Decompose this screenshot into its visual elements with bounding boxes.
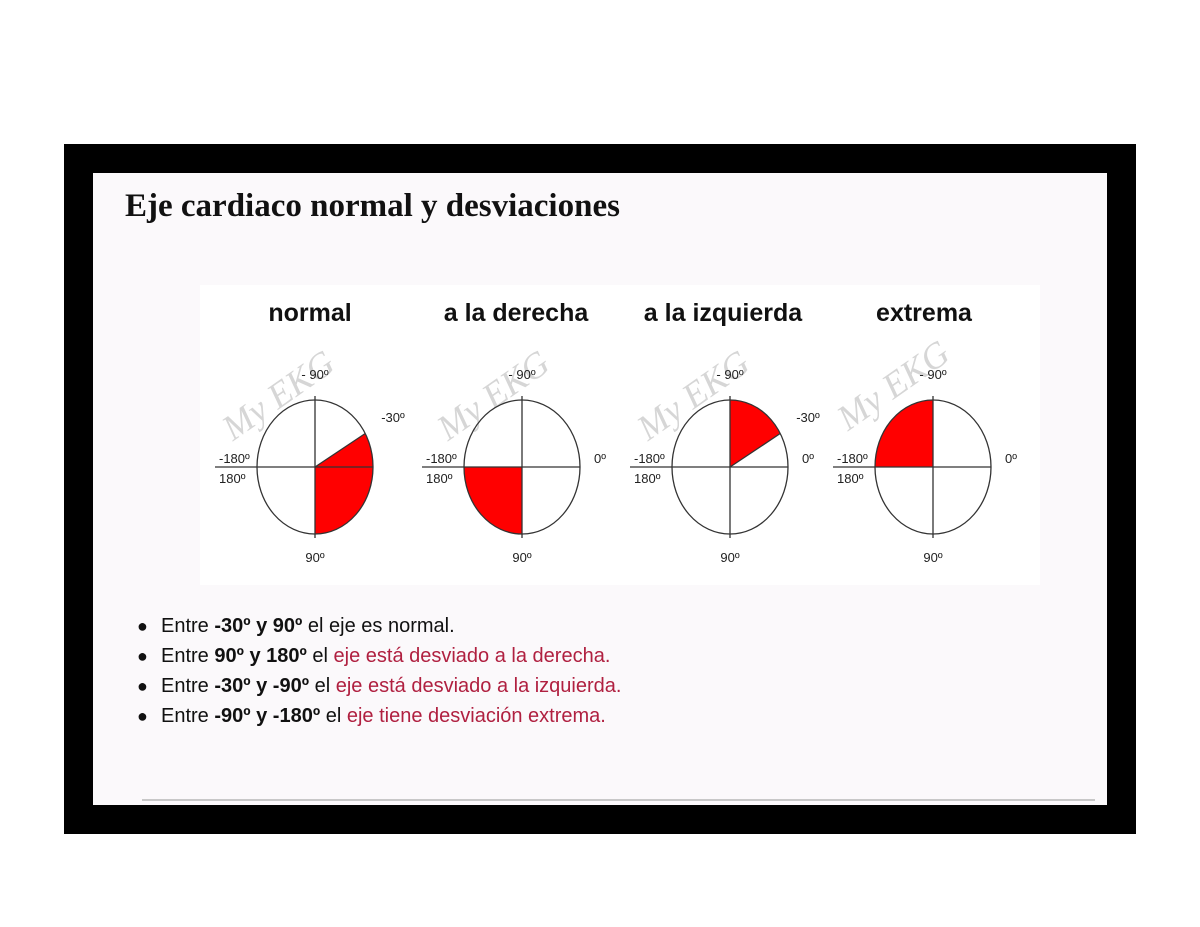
label-left-top: -180º [219, 451, 250, 466]
panel-title: extrema [876, 299, 973, 327]
label-bottom: 90º [512, 550, 531, 565]
label-left-top: -180º [837, 451, 868, 466]
watermark: My EKG [429, 342, 557, 448]
axis-sector-3 [875, 400, 933, 467]
bullet: ● [137, 676, 148, 696]
panel-title: a la izquierda [644, 299, 803, 327]
label-left-bottom: 180º [426, 471, 453, 486]
label-top: - 90º [301, 367, 328, 382]
rule-mid: el [309, 675, 336, 697]
rule-range: -90º y -180º [214, 705, 321, 727]
rule-pre: Entre [161, 705, 215, 727]
label-bottom: 90º [720, 550, 739, 565]
rule-item: ● Entre 90º y 180º el eje está desviado a… [137, 641, 621, 671]
label-top: - 90º [919, 367, 946, 382]
rule-highlight: eje tiene desviación extrema. [346, 705, 606, 727]
rules-list: ● Entre -30º y 90º el eje es normal. ● Ent… [137, 611, 621, 731]
label-left-bottom: 180º [837, 471, 864, 486]
rule-mid: el [320, 705, 347, 727]
label-bottom: 90º [305, 550, 324, 565]
label-left-top: -180º [426, 451, 457, 466]
minus-30-ray [729, 432, 781, 468]
rule-mid: el [306, 645, 334, 667]
rule-range: -30º y -90º [214, 675, 310, 697]
rule-pre: Entre [161, 645, 215, 667]
axis-diagram: My EKG My EKG My EKG My EKG normal -30º - 90º 9… [200, 285, 1040, 585]
panel-title: normal [268, 299, 351, 327]
label-right: 0º [1005, 451, 1017, 466]
rule-mid: el [302, 615, 330, 637]
slide-title: Eje cardiaco normal y desviaciones [125, 188, 620, 224]
label-right: 0º [594, 451, 606, 466]
label-left-bottom: 180º [634, 471, 661, 486]
label-minus-30: -30º [796, 410, 820, 425]
rule-highlight: eje está desviado a la izquierda. [335, 675, 622, 697]
axis-sector-2 [730, 400, 781, 467]
rule-text: eje es normal. [329, 615, 455, 637]
label-bottom: 90º [923, 550, 942, 565]
label-left-top: -180º [634, 451, 665, 466]
label-right: 0º [802, 451, 814, 466]
rule-range: 90º y 180º [214, 645, 307, 667]
axis-sector-0 [315, 433, 373, 534]
rule-item: ● Entre -30º y 90º el eje es normal. [137, 611, 621, 641]
rule-item: ● Entre -90º y -180º el eje tiene desviac… [137, 701, 621, 731]
rule-pre: Entre [161, 675, 215, 697]
bullet: ● [137, 706, 148, 726]
label-top: - 90º [508, 367, 535, 382]
watermark: My EKG [214, 342, 342, 448]
rule-item: ● Entre -30º y -90º el eje está desviado … [137, 671, 621, 701]
label-left-bottom: 180º [219, 471, 246, 486]
divider [142, 799, 1095, 801]
label-minus-30: -30º [381, 410, 405, 425]
panel-title: a la derecha [444, 299, 590, 327]
bullet: ● [137, 616, 148, 636]
bullet: ● [137, 646, 148, 666]
rule-highlight: eje está desviado a la derecha. [333, 645, 611, 667]
rule-range: -30º y 90º [214, 615, 303, 637]
label-top: - 90º [716, 367, 743, 382]
axis-sector-1 [464, 467, 522, 534]
minus-30-ray [314, 432, 366, 468]
rule-pre: Entre [161, 615, 215, 637]
